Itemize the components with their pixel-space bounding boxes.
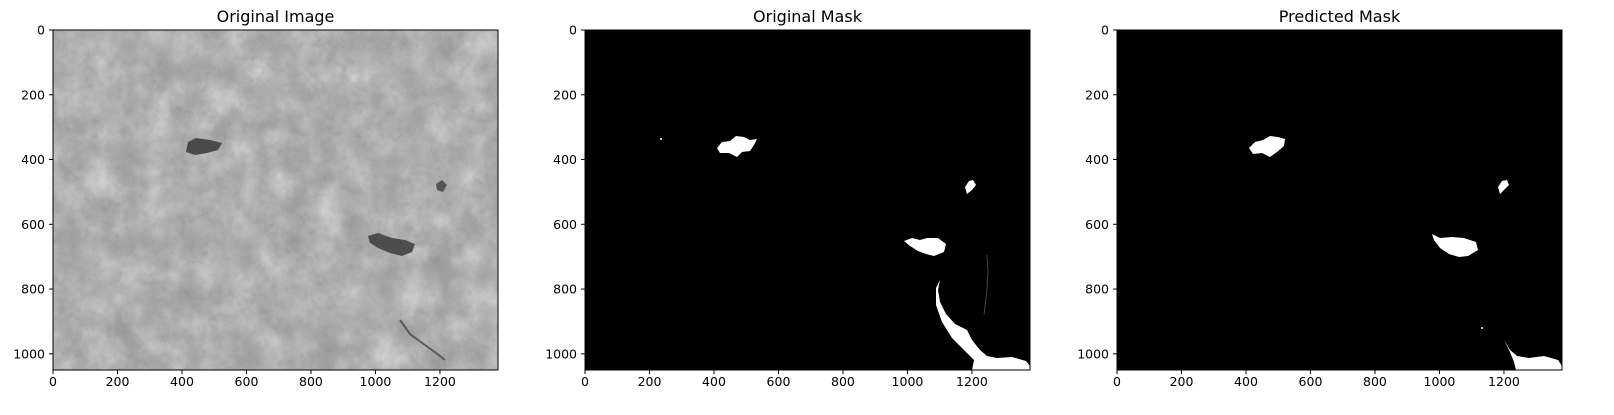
y-tick-label: 1000 bbox=[545, 346, 577, 361]
x-tick-label: 800 bbox=[1363, 374, 1387, 389]
x-tick-label: 400 bbox=[1234, 374, 1258, 389]
y-axis: 0 200 400 600 800 1000 bbox=[1077, 23, 1117, 361]
mask-blob bbox=[1249, 136, 1285, 157]
mask-blob bbox=[1504, 340, 1562, 370]
mask-blob bbox=[1432, 234, 1478, 257]
x-tick-label: 600 bbox=[767, 374, 791, 389]
y-tick-label: 800 bbox=[1085, 282, 1109, 297]
y-tick-label: 1000 bbox=[13, 346, 45, 361]
y-tick-label: 400 bbox=[553, 152, 577, 167]
y-tick-label: 1000 bbox=[1077, 346, 1109, 361]
y-tick-label: 800 bbox=[553, 282, 577, 297]
x-tick-label: 200 bbox=[106, 374, 130, 389]
x-tick-label: 600 bbox=[235, 374, 259, 389]
x-axis: 0 200 400 600 800 1000 1200 bbox=[581, 370, 988, 389]
y-tick-label: 0 bbox=[37, 23, 45, 38]
y-tick-label: 400 bbox=[21, 152, 45, 167]
mask-blob bbox=[904, 238, 946, 256]
y-tick-label: 400 bbox=[1085, 152, 1109, 167]
x-tick-label: 400 bbox=[702, 374, 726, 389]
y-tick-label: 0 bbox=[569, 23, 577, 38]
panel-title: Original Mask bbox=[753, 7, 862, 26]
y-tick-label: 600 bbox=[1085, 217, 1109, 232]
x-tick-label: 1000 bbox=[1424, 374, 1456, 389]
y-tick-label: 200 bbox=[553, 87, 577, 102]
y-axis: 0 200 400 600 800 1000 bbox=[545, 23, 585, 361]
x-tick-label: 1200 bbox=[956, 374, 988, 389]
predicted-mask-axes: 0 200 400 600 800 1000 1200 0 200 400 600 800 1000 bbox=[1077, 23, 1563, 389]
panel-original-image: Original Image bbox=[0, 0, 520, 415]
x-tick-label: 0 bbox=[581, 374, 589, 389]
mask-river bbox=[936, 280, 1030, 370]
x-tick-label: 600 bbox=[1299, 374, 1323, 389]
mask-speck bbox=[1481, 327, 1483, 329]
mask-blob bbox=[717, 136, 757, 157]
x-axis: 0 200 400 600 800 1000 1200 bbox=[1113, 370, 1520, 389]
mask-image bbox=[1117, 30, 1562, 370]
aerial-image bbox=[53, 30, 498, 370]
y-axis: 0 200 400 600 800 1000 bbox=[13, 23, 53, 361]
y-tick-label: 600 bbox=[21, 217, 45, 232]
mask-blob bbox=[1498, 180, 1509, 194]
x-tick-label: 1200 bbox=[424, 374, 456, 389]
x-tick-label: 800 bbox=[831, 374, 855, 389]
x-axis: 0 200 400 600 800 1000 1200 bbox=[49, 370, 456, 389]
panel-title: Original Image bbox=[216, 7, 335, 26]
dark-patch bbox=[368, 233, 415, 256]
mask-blob bbox=[965, 180, 976, 194]
original-image-axes: 0 200 400 600 800 1000 1200 0 200 400 600 800 1000 bbox=[13, 23, 499, 389]
y-tick-label: 200 bbox=[21, 87, 45, 102]
dark-patch bbox=[186, 138, 222, 155]
x-tick-label: 400 bbox=[170, 374, 194, 389]
x-tick-label: 0 bbox=[1113, 374, 1121, 389]
panel-original-mask: Original Mask 0 200 400 600 800 1000 1200 0 200… bbox=[532, 0, 1052, 415]
y-tick-label: 200 bbox=[1085, 87, 1109, 102]
mask-image bbox=[585, 30, 1030, 370]
x-tick-label: 1200 bbox=[1488, 374, 1520, 389]
panel-title: Predicted Mask bbox=[1278, 7, 1401, 26]
y-tick-label: 0 bbox=[1101, 23, 1109, 38]
x-tick-label: 200 bbox=[1170, 374, 1194, 389]
dark-patch bbox=[436, 180, 447, 192]
y-tick-label: 600 bbox=[553, 217, 577, 232]
dark-patch bbox=[399, 319, 446, 361]
x-tick-label: 1000 bbox=[360, 374, 392, 389]
y-tick-label: 800 bbox=[21, 282, 45, 297]
original-mask-axes: 0 200 400 600 800 1000 1200 0 200 400 600 800 1000 bbox=[545, 23, 1031, 389]
x-tick-label: 0 bbox=[49, 374, 57, 389]
x-tick-label: 1000 bbox=[892, 374, 924, 389]
panel-predicted-mask: Predicted Mask 0 200 400 600 800 1000 1200 0 20… bbox=[1064, 0, 1584, 415]
mask-channel bbox=[983, 254, 989, 316]
mask-speck bbox=[660, 138, 662, 140]
x-tick-label: 200 bbox=[638, 374, 662, 389]
x-tick-label: 800 bbox=[299, 374, 323, 389]
